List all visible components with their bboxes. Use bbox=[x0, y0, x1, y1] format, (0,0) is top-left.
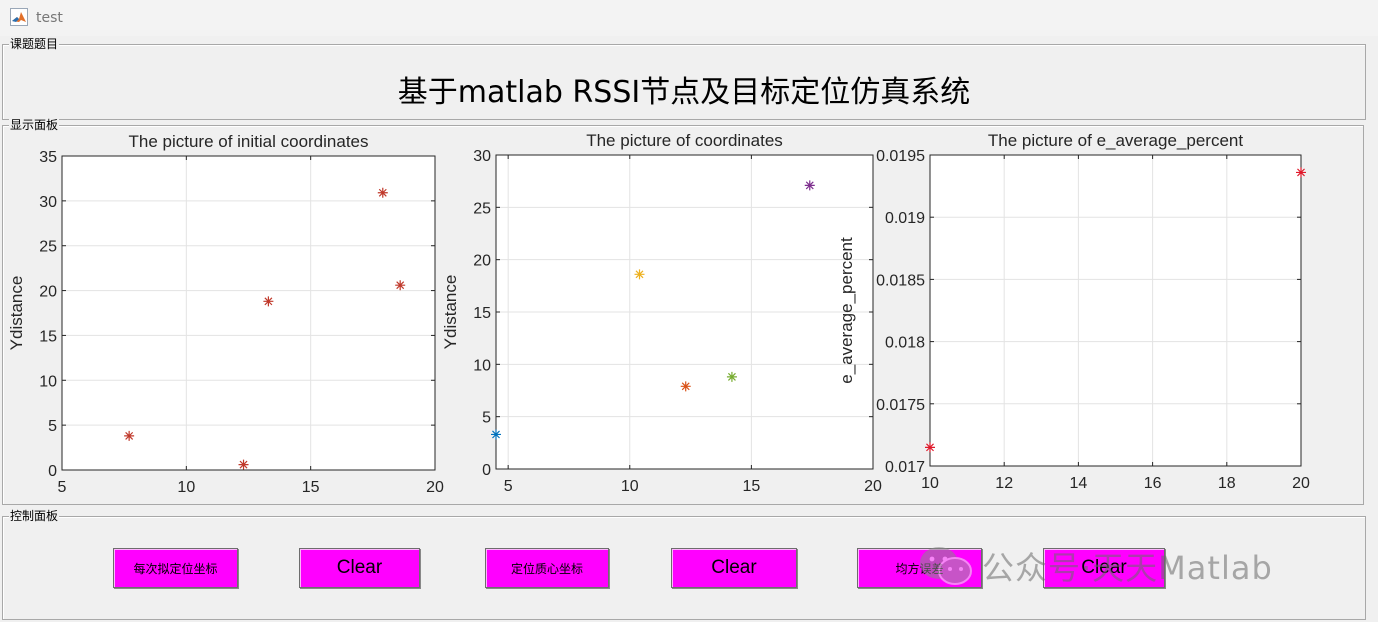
y-tick-label: 0.019 bbox=[885, 210, 925, 227]
y-tick-label: 10 bbox=[39, 373, 57, 390]
plot-area bbox=[62, 156, 435, 470]
chart-title: The picture of coordinates bbox=[586, 131, 783, 150]
y-axis-label: e_average_percent bbox=[837, 237, 856, 384]
matlab-app-icon bbox=[10, 8, 28, 26]
x-tick-label: 18 bbox=[1218, 475, 1236, 492]
x-tick-label: 15 bbox=[742, 478, 760, 495]
window-title: test bbox=[36, 10, 63, 26]
x-tick-label: 12 bbox=[995, 475, 1013, 492]
topic-panel: 课题题目 基于matlab RSSI节点及目标定位仿真系统 bbox=[2, 37, 1366, 120]
y-tick-label: 30 bbox=[39, 194, 57, 211]
control-panel-label: 控制面板 bbox=[9, 509, 60, 523]
clear-button-1[interactable]: Clear bbox=[299, 548, 420, 588]
x-tick-label: 15 bbox=[302, 479, 320, 496]
data-point bbox=[124, 430, 135, 441]
y-tick-label: 25 bbox=[473, 200, 491, 217]
axes-box bbox=[61, 155, 436, 471]
y-tick-label: 20 bbox=[473, 253, 491, 270]
y-tick-label: 5 bbox=[48, 418, 57, 435]
chart-3: 10 12 14 16 18 200.0170.01750.0180.01850.0190… bbox=[837, 131, 1310, 492]
window-titlebar: test bbox=[0, 0, 1378, 36]
x-tick-label: 10 bbox=[621, 478, 639, 495]
data-point bbox=[238, 459, 249, 470]
data-point bbox=[395, 280, 406, 291]
y-tick-label: 0.018 bbox=[885, 335, 925, 352]
data-point bbox=[804, 180, 815, 191]
y-tick-label: 0 bbox=[48, 463, 57, 480]
chart-title: The picture of e_average_percent bbox=[988, 131, 1243, 150]
clear-button-3[interactable]: Clear bbox=[1043, 548, 1165, 588]
y-tick-label: 0.0195 bbox=[876, 148, 925, 165]
chart-title: The picture of initial coordinates bbox=[128, 132, 368, 151]
plot-estimated-coordinates-button[interactable]: 每次拟定位坐标 bbox=[113, 548, 238, 588]
y-tick-label: 0 bbox=[482, 462, 491, 479]
plot-area bbox=[930, 155, 1301, 466]
x-tick-label: 10 bbox=[921, 475, 939, 492]
data-point bbox=[263, 296, 274, 307]
display-panel: 显示面板 bbox=[2, 118, 1364, 505]
x-tick-label: 5 bbox=[504, 478, 513, 495]
y-tick-label: 15 bbox=[473, 305, 491, 322]
data-point bbox=[1296, 167, 1306, 178]
y-tick-label: 0.0185 bbox=[876, 272, 925, 289]
y-tick-label: 0.017 bbox=[885, 459, 925, 476]
mean-square-error-button[interactable]: 均方误差 bbox=[857, 548, 982, 588]
y-tick-label: 30 bbox=[473, 148, 491, 165]
x-tick-label: 20 bbox=[864, 478, 882, 495]
x-tick-label: 5 bbox=[58, 479, 67, 496]
y-tick-label: 5 bbox=[482, 410, 491, 427]
y-tick-label: 15 bbox=[39, 328, 57, 345]
y-tick-label: 25 bbox=[39, 239, 57, 256]
x-tick-label: 10 bbox=[177, 479, 195, 496]
data-point bbox=[491, 429, 501, 440]
x-tick-label: 16 bbox=[1144, 475, 1162, 492]
y-tick-label: 10 bbox=[473, 357, 491, 374]
display-panel-label: 显示面板 bbox=[9, 118, 60, 132]
page-title: 基于matlab RSSI节点及目标定位仿真系统 bbox=[397, 75, 971, 110]
x-tick-label: 20 bbox=[426, 479, 444, 496]
x-tick-label: 14 bbox=[1070, 475, 1088, 492]
y-tick-label: 35 bbox=[39, 149, 57, 166]
y-tick-label: 0.0175 bbox=[876, 397, 925, 414]
data-point bbox=[377, 187, 388, 198]
x-tick-label: 20 bbox=[1292, 475, 1310, 492]
y-tick-label: 20 bbox=[39, 284, 57, 301]
control-panel: 控制面板 bbox=[2, 509, 1366, 620]
axes-box bbox=[929, 154, 1302, 467]
topic-panel-label: 课题题目 bbox=[9, 37, 60, 51]
data-point bbox=[680, 381, 691, 392]
y-axis-label: Ydistance bbox=[441, 275, 460, 350]
y-axis-label: Ydistance bbox=[7, 276, 26, 351]
data-point bbox=[925, 442, 935, 453]
clear-button-2[interactable]: Clear bbox=[671, 548, 797, 588]
data-point bbox=[634, 269, 645, 280]
data-point bbox=[726, 371, 737, 382]
centroid-coordinates-button[interactable]: 定位质心坐标 bbox=[485, 548, 609, 588]
